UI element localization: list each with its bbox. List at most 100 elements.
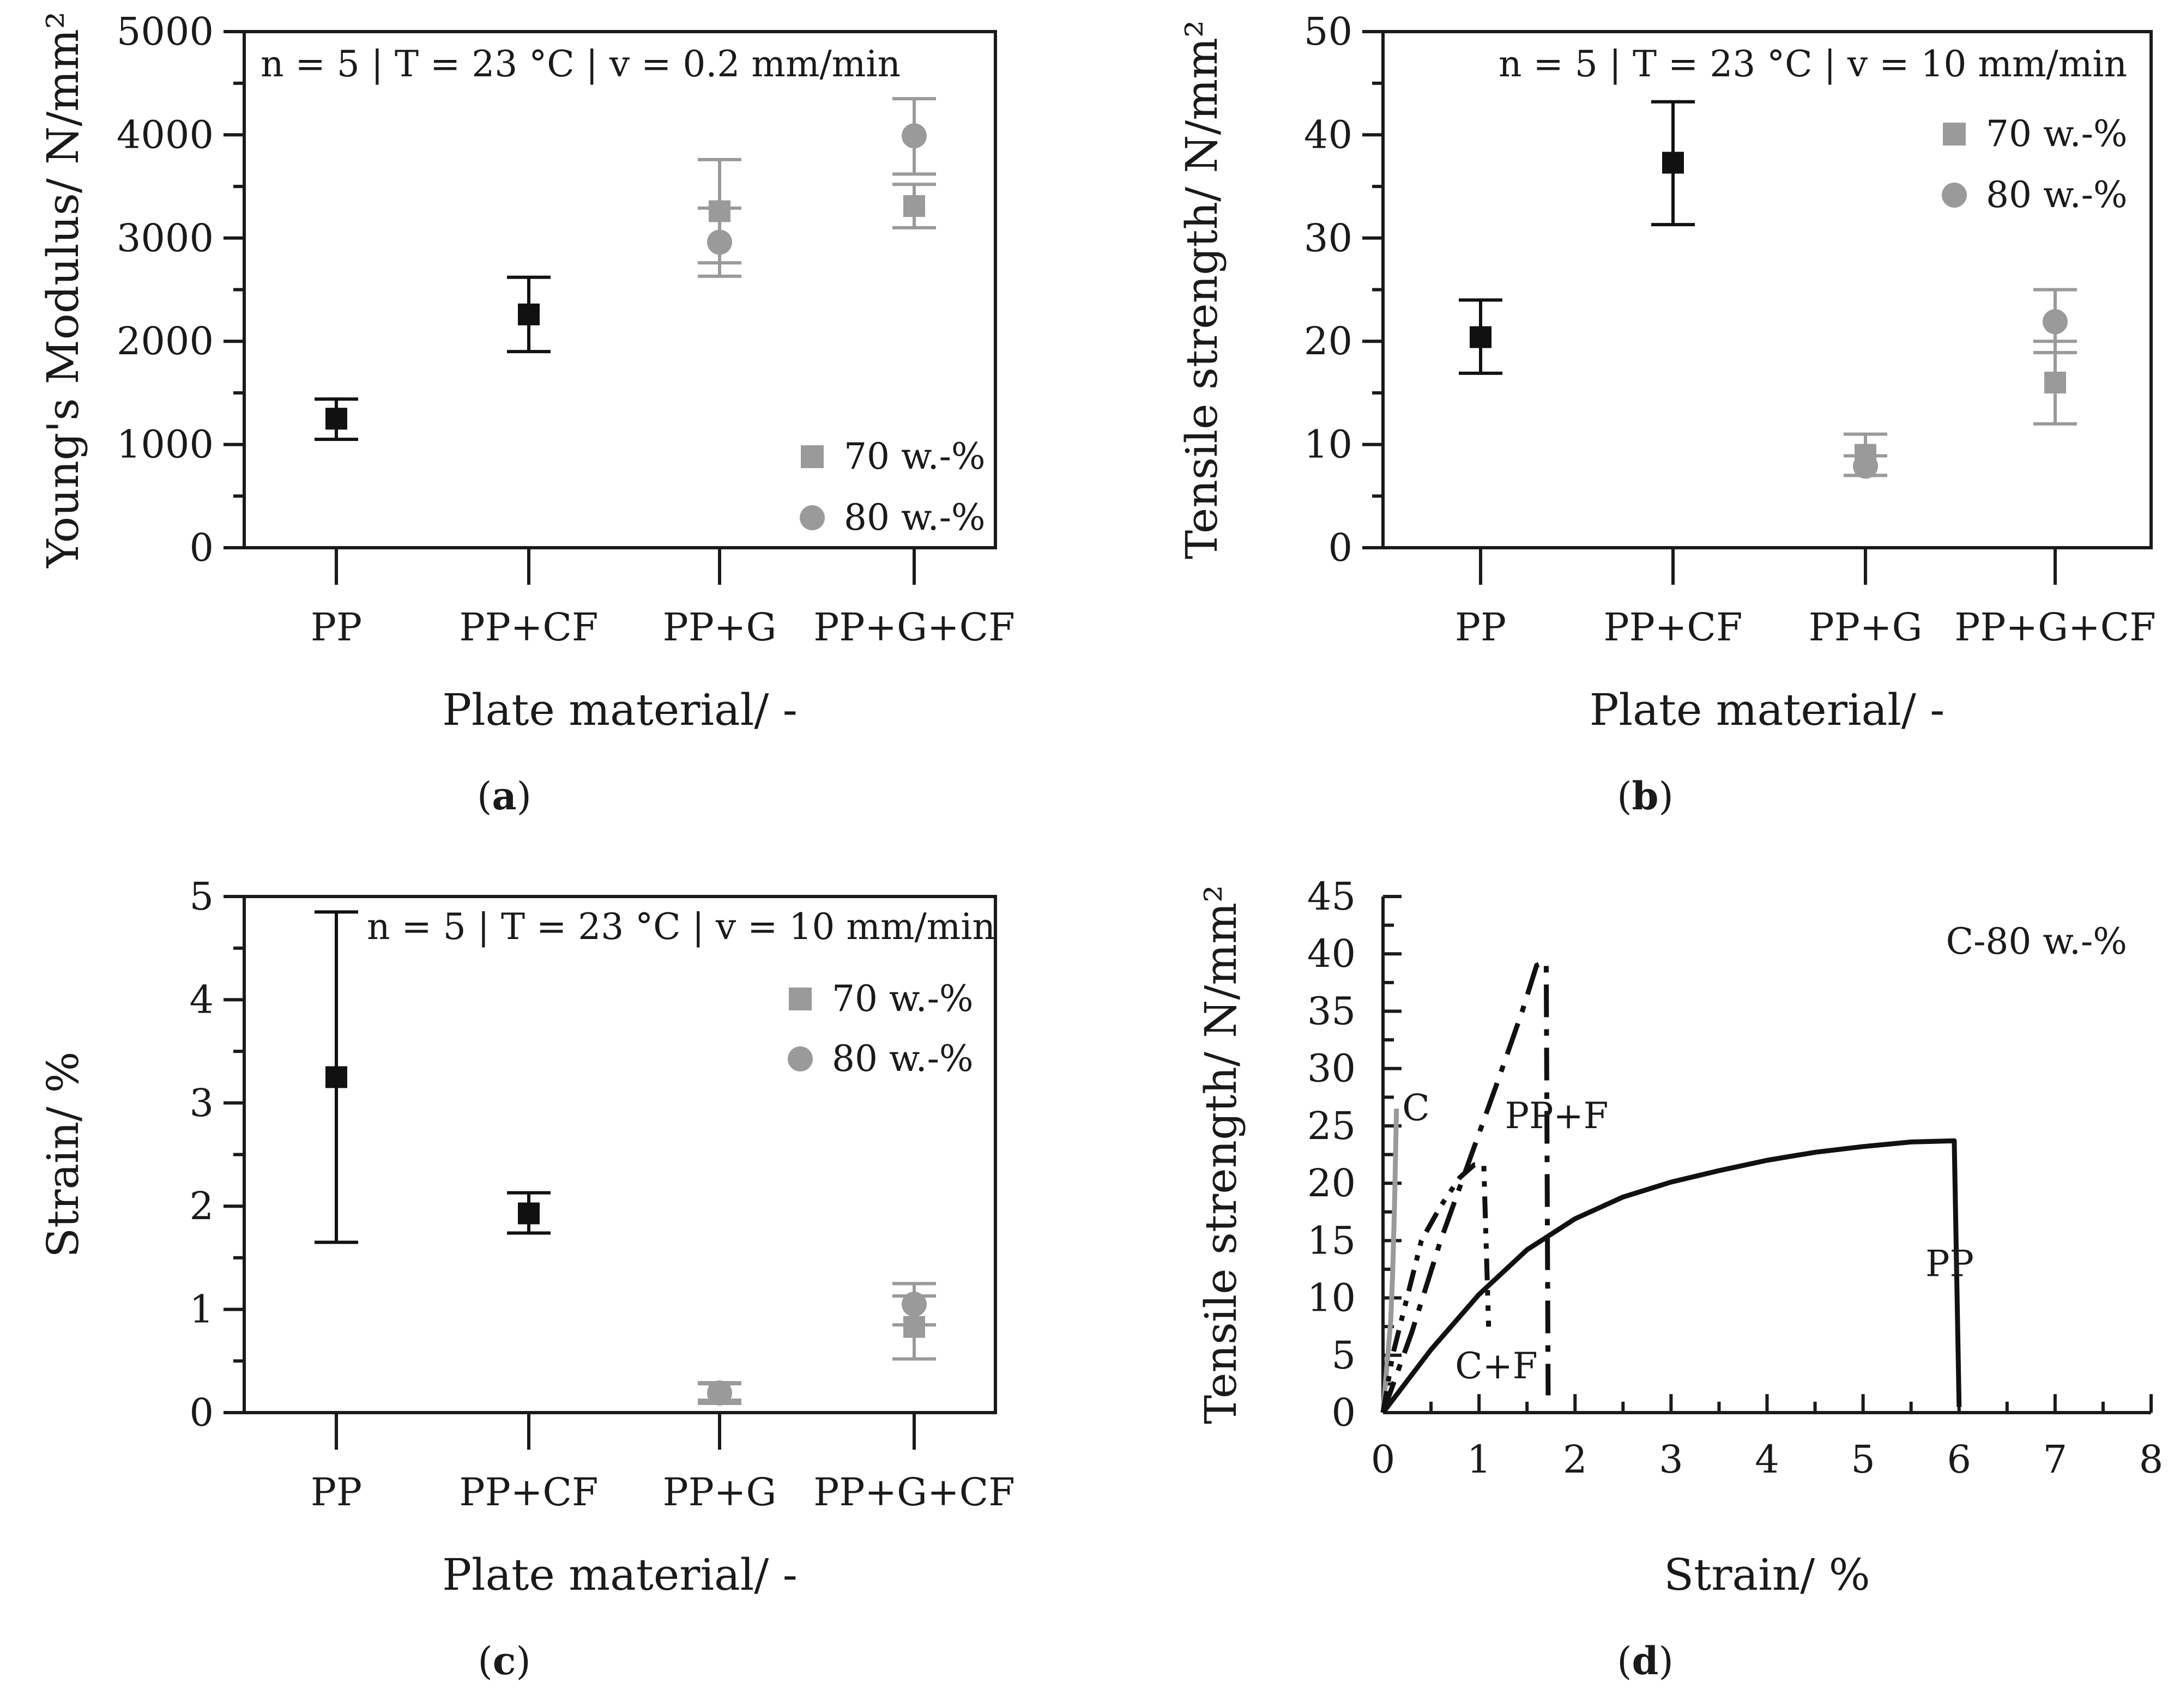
caption-paren: ( xyxy=(1617,774,1632,819)
panel-caption: (b) xyxy=(1617,773,1674,819)
data-point-square xyxy=(2044,371,2066,393)
x-tick-label: PP xyxy=(1455,605,1506,650)
caption-letter: d xyxy=(1632,1638,1659,1683)
y-tick-label: 45 xyxy=(1307,874,1356,919)
legend-marker-square xyxy=(801,445,824,468)
x-tick-label: PP+G xyxy=(663,1470,777,1515)
caption-paren: ( xyxy=(478,1639,492,1683)
material-annotation: C-80 w.-% xyxy=(1946,920,2127,962)
panel-caption: (a) xyxy=(477,773,532,819)
y-tick-label: 2000 xyxy=(117,319,214,364)
caption-letter: b xyxy=(1632,773,1659,819)
x-tick-label: PP xyxy=(311,605,362,650)
data-point-circle xyxy=(902,123,927,149)
y-tick-label: 0 xyxy=(1331,1390,1356,1435)
x-tick-label: 4 xyxy=(1755,1437,1779,1482)
legend-label-70: 70 w.-% xyxy=(844,435,986,477)
data-point-circle xyxy=(1853,453,1878,479)
y-tick-label: 40 xyxy=(1307,931,1356,976)
y-tick-label: 10 xyxy=(1304,422,1352,467)
y-tick-label: 1 xyxy=(189,1287,214,1332)
legend-label-70: 70 w.-% xyxy=(832,978,974,1020)
curve-label-pp: PP xyxy=(1925,1243,1974,1285)
x-axis-label: Plate material/ - xyxy=(442,685,798,735)
curve-label-c: C xyxy=(1402,1087,1430,1129)
legend-marker-circle xyxy=(1942,183,1967,208)
x-tick-label: 1 xyxy=(1467,1437,1491,1482)
y-tick-label: 5000 xyxy=(117,9,214,54)
panel-caption: (c) xyxy=(478,1638,530,1683)
x-tick-label: PP+G xyxy=(663,605,777,650)
y-tick-label: 35 xyxy=(1307,989,1356,1033)
caption-paren: ( xyxy=(477,774,492,819)
caption-letter: c xyxy=(493,1638,516,1683)
y-tick-label: 2 xyxy=(189,1184,214,1228)
x-tick-label: 8 xyxy=(2139,1437,2164,1482)
legend-marker-square xyxy=(1943,123,1966,146)
x-tick-label: PP xyxy=(311,1470,362,1515)
x-tick-label: PP+CF xyxy=(460,605,599,650)
y-axis-label: Young's Modulus/ N/mm² xyxy=(38,11,88,568)
caption-paren: ) xyxy=(517,774,532,819)
test-conditions: n = 5 | T = 23 °C | v = 10 mm/min xyxy=(367,906,995,948)
legend-label-70: 70 w.-% xyxy=(1986,113,2128,155)
data-point-square xyxy=(1470,326,1491,348)
y-axis-label: Tensile strength/ N/mm² xyxy=(1195,885,1246,1424)
legend-label-80: 80 w.-% xyxy=(832,1038,974,1080)
caption-paren: ( xyxy=(1617,1639,1632,1683)
test-conditions: n = 5 | T = 23 °C | v = 10 mm/min xyxy=(1499,43,2127,85)
y-axis-label: Strain/ % xyxy=(38,1051,88,1257)
x-axis-label: Strain/ % xyxy=(1664,1549,1870,1600)
curve-pp xyxy=(1381,1138,1962,1414)
y-tick-label: 30 xyxy=(1304,216,1352,261)
test-conditions: n = 5 | T = 23 °C | v = 0.2 mm/min xyxy=(261,43,901,85)
x-tick-label: 0 xyxy=(1371,1437,1396,1482)
x-tick-label: 3 xyxy=(1659,1437,1683,1482)
y-tick-label: 20 xyxy=(1307,1161,1356,1206)
y-tick-label: 1000 xyxy=(117,422,214,467)
curve-c-plus-f xyxy=(1380,1162,1491,1413)
x-tick-label: PP+G+CF xyxy=(1954,605,2156,650)
caption-paren: ) xyxy=(1658,1639,1673,1683)
y-tick-label: 50 xyxy=(1304,9,1352,54)
data-point-square xyxy=(518,1202,540,1225)
y-tick-label: 15 xyxy=(1307,1218,1356,1263)
panel-b: 0 10 20 30 40 50 PP PP+CF PP+G PP+G+CF Tensile str… xyxy=(1176,9,2156,819)
y-tick-label: 3 xyxy=(189,1081,214,1125)
x-axis-label: Plate material/ - xyxy=(1590,685,1945,735)
y-tick-label: 5 xyxy=(1331,1333,1356,1378)
data-point-circle xyxy=(2043,309,2068,335)
x-axis-label: Plate material/ - xyxy=(442,1549,798,1600)
legend-label-80: 80 w.-% xyxy=(1986,174,2128,216)
data-point-square xyxy=(1662,152,1684,174)
x-tick-label: PP+G+CF xyxy=(813,1470,1015,1515)
x-tick-label: 6 xyxy=(1947,1437,1971,1482)
data-point-square xyxy=(518,303,540,325)
curve-label-pp-plus-f: PP+F xyxy=(1505,1095,1609,1137)
x-tick-label: PP+CF xyxy=(1604,605,1743,650)
y-tick-label: 4000 xyxy=(117,112,214,157)
legend-marker-square xyxy=(789,988,812,1010)
legend-label-80: 80 w.-% xyxy=(844,496,986,538)
data-point-circle xyxy=(707,1380,732,1406)
y-tick-label: 0 xyxy=(189,525,214,570)
panel-caption: (d) xyxy=(1617,1638,1674,1683)
y-tick-label: 10 xyxy=(1307,1276,1356,1321)
x-tick-label: 7 xyxy=(2043,1437,2068,1482)
caption-paren: ) xyxy=(516,1639,530,1683)
data-point-square xyxy=(325,1066,347,1088)
y-tick-label: 0 xyxy=(189,1390,214,1435)
y-tick-label: 25 xyxy=(1307,1104,1356,1148)
x-tick-label: PP+G xyxy=(1809,605,1923,650)
caption-paren: ) xyxy=(1658,774,1673,819)
caption-letter: a xyxy=(492,773,516,819)
y-tick-label: 4 xyxy=(189,977,214,1022)
data-point-circle xyxy=(902,1292,927,1317)
plot-frame xyxy=(243,895,997,1414)
curve-label-c-plus-f: C+F xyxy=(1455,1345,1538,1387)
panel-a: 0 1000 2000 3000 4000 5000 PP PP+CF PP+G PP+G+CF Y… xyxy=(38,9,1015,819)
data-point-square xyxy=(903,195,925,217)
y-tick-label: 20 xyxy=(1304,319,1352,364)
y-tick-label: 40 xyxy=(1304,112,1352,157)
